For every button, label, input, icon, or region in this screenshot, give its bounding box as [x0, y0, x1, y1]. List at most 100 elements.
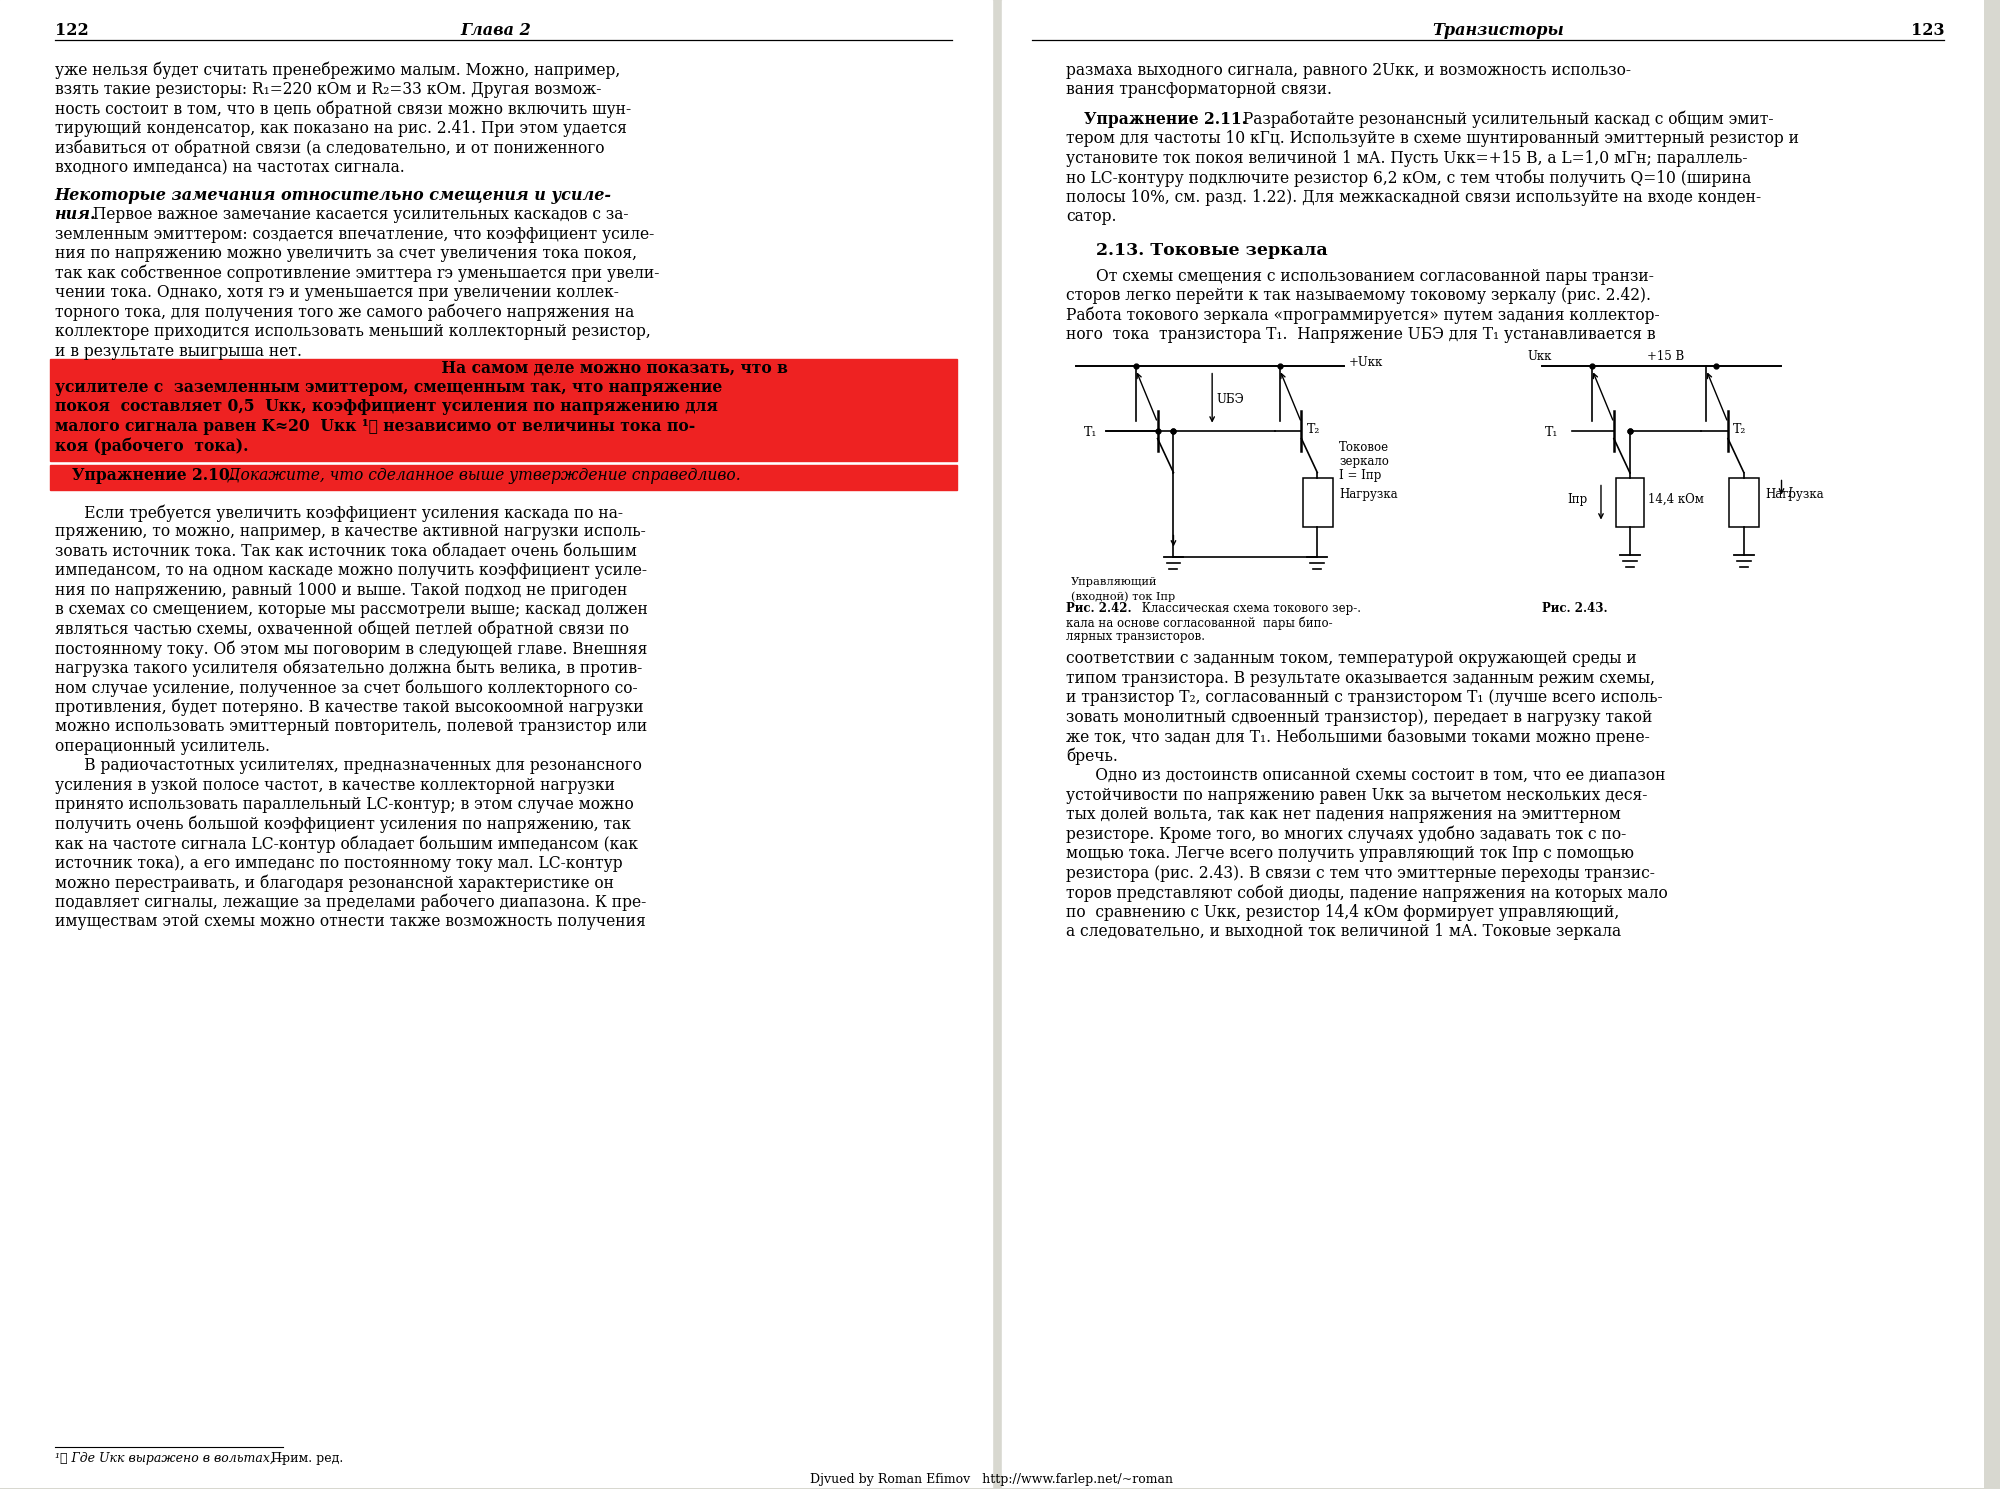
Text: постоянному току. Об этом мы поговорим в следующей главе. Внешняя: постоянному току. Об этом мы поговорим в… [54, 640, 646, 658]
Text: Упражнение 2.10.: Упражнение 2.10. [72, 466, 236, 484]
Text: являться частью схемы, охваченной общей петлей обратной связи по: являться частью схемы, охваченной общей … [54, 621, 628, 639]
Text: устойчивости по напряжению равен Uкк за вычетом нескольких деся-: устойчивости по напряжению равен Uкк за … [1066, 786, 1648, 804]
Text: можно перестраивать, и благодаря резонансной характеристике он: можно перестраивать, и благодаря резонан… [54, 874, 614, 892]
Text: торов представляют собой диоды, падение напряжения на которых мало: торов представляют собой диоды, падение … [1066, 884, 1668, 902]
Text: лярных транзисторов.: лярных транзисторов. [1066, 630, 1206, 643]
Text: 2.13. Токовые зеркала: 2.13. Токовые зеркала [1096, 241, 1328, 259]
Text: T₁: T₁ [1544, 426, 1558, 439]
Text: ном случае усиление, полученное за счет большого коллекторного со-: ном случае усиление, полученное за счет … [54, 679, 638, 697]
Text: Транзисторы: Транзисторы [1432, 22, 1564, 39]
Text: как на частоте сигнала LC-контур обладает большим импедансом (как: как на частоте сигнала LC-контур обладае… [54, 835, 638, 853]
Text: зеркало: зеркало [1340, 454, 1388, 468]
Text: торного тока, для получения того же самого рабочего напряжения на: торного тока, для получения того же само… [54, 304, 634, 322]
Text: коя (рабочего  тока).: коя (рабочего тока). [54, 438, 248, 454]
Text: Управляющий: Управляющий [1072, 578, 1158, 588]
Text: получить очень большой коэффициент усиления по напряжению, так: получить очень большой коэффициент усиле… [54, 816, 630, 834]
Text: бречь.: бречь. [1066, 747, 1118, 765]
Text: резисторе. Кроме того, во многих случаях удобно задавать ток с по-: резисторе. Кроме того, во многих случаях… [1066, 826, 1626, 843]
Text: земленным эмиттером: создается впечатление, что коэффициент усиле-: земленным эмиттером: создается впечатлен… [54, 226, 654, 243]
Text: и в результате выигрыша нет.: и в результате выигрыша нет. [54, 342, 302, 360]
Text: чении тока. Однако, хотя rэ и уменьшается при увеличении коллек-: чении тока. Однако, хотя rэ и уменьшаетс… [54, 284, 618, 301]
Text: Одно из достоинств описанной схемы состоит в том, что ее диапазон: Одно из достоинств описанной схемы состо… [1066, 767, 1666, 785]
Text: тером для частоты 10 кГц. Используйте в схеме шунтированный эмиттерный резистор : тером для частоты 10 кГц. Используйте в … [1066, 131, 1800, 147]
Text: усилителе с  заземленным эмиттером, смещенным так, что напряжение: усилителе с заземленным эмиттером, смеще… [54, 378, 722, 396]
Text: ¹⧣ Где Uкк выражено в вольтах,—: ¹⧣ Где Uкк выражено в вольтах,— [54, 1452, 290, 1465]
Text: избавиться от обратной связи (а следовательно, и от пониженного: избавиться от обратной связи (а следоват… [54, 140, 604, 158]
Text: уже нельзя будет считать пренебрежимо малым. Можно, например,: уже нельзя будет считать пренебрежимо ма… [54, 63, 620, 79]
Text: типом транзистора. В результате оказывается заданным режим схемы,: типом транзистора. В результате оказывае… [1066, 670, 1656, 686]
Text: тых долей вольта, так как нет падения напряжения на эмиттерном: тых долей вольта, так как нет падения на… [1066, 806, 1622, 823]
Text: ность состоит в том, что в цепь обратной связи можно включить шун-: ность состоит в том, что в цепь обратной… [54, 101, 630, 119]
Text: усиления в узкой полосе частот, в качестве коллекторной нагрузки: усиления в узкой полосе частот, в качест… [54, 777, 614, 794]
Text: сатор.: сатор. [1066, 208, 1116, 225]
Bar [1304, 478, 1334, 527]
Text: 14,4 кОм: 14,4 кОм [1648, 493, 1704, 506]
Bar [50, 465, 958, 490]
Text: же ток, что задан для T₁. Небольшими базовыми токами можно прене-: же ток, что задан для T₁. Небольшими баз… [1066, 728, 1650, 746]
Text: Рис. 2.42.: Рис. 2.42. [1066, 603, 1132, 615]
Text: мощью тока. Легче всего получить управляющий ток Iпр с помощью: мощью тока. Легче всего получить управля… [1066, 846, 1634, 862]
Text: по  сравнению с Uкк, резистор 14,4 кОм формирует управляющий,: по сравнению с Uкк, резистор 14,4 кОм фо… [1066, 904, 1620, 920]
Text: операционный усилитель.: операционный усилитель. [54, 737, 270, 755]
Text: противления, будет потеряно. В качестве такой высокоомной нагрузки: противления, будет потеряно. В качестве … [54, 698, 644, 716]
Text: Некоторые замечания относительно смещения и усиле-: Некоторые замечания относительно смещени… [54, 186, 612, 204]
Text: T₂: T₂ [1732, 423, 1746, 436]
Text: Токовое: Токовое [1340, 441, 1390, 454]
Text: UБЭ: UБЭ [1216, 393, 1244, 405]
Text: Первое важное замечание касается усилительных каскадов с за-: Первое важное замечание касается усилите… [88, 207, 628, 223]
Text: подавляет сигналы, лежащие за пределами рабочего диапазона. К пре-: подавляет сигналы, лежащие за пределами … [54, 893, 646, 911]
Text: установите ток покоя величиной 1 мА. Пусть Uкк=+15 В, а L=1,0 мГн; параллель-: установите ток покоя величиной 1 мА. Пус… [1066, 150, 1748, 167]
Text: 123: 123 [1910, 22, 1944, 39]
Text: T₁: T₁ [1084, 426, 1098, 439]
Text: вания трансформаторной связи.: вания трансформаторной связи. [1066, 82, 1332, 98]
Text: Если требуется увеличить коэффициент усиления каскада по на-: Если требуется увеличить коэффициент уси… [54, 503, 622, 521]
Text: ного  тока  транзистора T₁.  Напряжение UБЭ для T₁ устанавливается в: ного тока транзистора T₁. Напряжение UБЭ… [1066, 326, 1656, 342]
Text: Iпр: Iпр [1568, 493, 1588, 506]
Text: импедансом, то на одном каскаде можно получить коэффициент усиле-: импедансом, то на одном каскаде можно по… [54, 563, 646, 579]
Text: пряжению, то можно, например, в качестве активной нагрузки исполь-: пряжению, то можно, например, в качестве… [54, 524, 646, 541]
Text: а следовательно, и выходной ток величиной 1 мА. Токовые зеркала: а следовательно, и выходной ток величино… [1066, 923, 1622, 940]
Text: принято использовать параллельный LC-контур; в этом случае можно: принято использовать параллельный LC-кон… [54, 797, 634, 813]
Text: тирующий конденсатор, как показано на рис. 2.41. При этом удается: тирующий конденсатор, как показано на ри… [54, 121, 626, 137]
Text: На самом деле можно показать, что в: На самом деле можно показать, что в [436, 359, 788, 377]
Text: Разработайте резонансный усилительный каскад с общим эмит-: Разработайте резонансный усилительный ка… [1238, 110, 1774, 128]
Text: +Uкк: +Uкк [1350, 356, 1384, 369]
Text: Работа токового зеркала «программируется» путем задания коллектор-: Работа токового зеркала «программируется… [1066, 307, 1660, 325]
Text: так как собственное сопротивление эмиттера rэ уменьшается при увели-: так как собственное сопротивление эмитте… [54, 265, 658, 283]
Text: От схемы смещения с использованием согласованной пары транзи-: От схемы смещения с использованием согла… [1096, 268, 1654, 284]
Text: но LC-контуру подключите резистор 6,2 кОм, с тем чтобы получить Q=10 (ширина: но LC-контуру подключите резистор 6,2 кО… [1066, 170, 1752, 186]
Text: зовать монолитный сдвоенный транзистор), передает в нагрузку такой: зовать монолитный сдвоенный транзистор),… [1066, 709, 1652, 725]
Text: источник тока), а его импеданс по постоянному току мал. LC-контур: источник тока), а его импеданс по постоя… [54, 855, 622, 871]
Text: Uкк: Uкк [1528, 350, 1552, 363]
Text: ния по напряжению, равный 1000 и выше. Такой подход не пригоден: ния по напряжению, равный 1000 и выше. Т… [54, 582, 626, 599]
Bar [1616, 478, 1644, 527]
Text: и транзистор T₂, согласованный с транзистором T₁ (лучше всего исполь-: и транзистор T₂, согласованный с транзис… [1066, 689, 1662, 706]
Text: нагрузка такого усилителя обязательно должна быть велика, в против-: нагрузка такого усилителя обязательно до… [54, 660, 642, 677]
Text: Глава 2: Глава 2 [460, 22, 532, 39]
Text: в схемах со смещением, которые мы рассмотрели выше; каскад должен: в схемах со смещением, которые мы рассмо… [54, 602, 648, 618]
Text: I = Iпр: I = Iпр [1340, 469, 1382, 481]
Text: I: I [1788, 487, 1792, 499]
Text: Нагрузка: Нагрузка [1766, 487, 1824, 500]
Text: размаха выходного сигнала, равного 2Uкк, и возможность использо-: размаха выходного сигнала, равного 2Uкк,… [1066, 63, 1632, 79]
Text: Упражнение 2.11.: Упражнение 2.11. [1084, 110, 1248, 128]
Bar [1728, 478, 1758, 527]
Text: покоя  составляет 0,5  Uкк, коэффициент усиления по напряжению для: покоя составляет 0,5 Uкк, коэффициент ус… [54, 398, 718, 415]
Text: зовать источник тока. Так как источник тока обладает очень большим: зовать источник тока. Так как источник т… [54, 543, 636, 560]
Text: можно использовать эмиттерный повторитель, полевой транзистор или: можно использовать эмиттерный повторител… [54, 718, 646, 736]
Bar [50, 359, 958, 460]
Text: имуществам этой схемы можно отнести также возможность получения: имуществам этой схемы можно отнести такж… [54, 913, 646, 931]
Text: +15 В: +15 В [1646, 350, 1684, 363]
Text: полосы 10%, см. разд. 1.22). Для межкаскадной связи используйте на входе конден-: полосы 10%, см. разд. 1.22). Для межкаск… [1066, 189, 1762, 205]
Text: ния.: ния. [54, 207, 96, 223]
Text: T₂: T₂ [1306, 423, 1320, 436]
Bar [0, 0, 992, 1488]
Text: сторов легко перейти к так называемому токовому зеркалу (рис. 2.42).: сторов легко перейти к так называемому т… [1066, 287, 1652, 304]
Text: соответствии с заданным током, температурой окружающей среды и: соответствии с заданным током, температу… [1066, 651, 1638, 667]
Text: Классическая схема токового зер-.: Классическая схема токового зер-. [1138, 603, 1360, 615]
Text: Прим. ред.: Прим. ред. [270, 1452, 344, 1465]
Text: Докажите, что сделанное выше утверждение справедливо.: Докажите, что сделанное выше утверждение… [224, 466, 740, 484]
Text: кала на основе согласованной  пары бипо-: кала на основе согласованной пары бипо- [1066, 616, 1332, 630]
Text: взять такие резисторы: R₁=220 кОм и R₂=33 кОм. Другая возмож-: взять такие резисторы: R₁=220 кОм и R₂=3… [54, 82, 600, 98]
Text: Djvued by Roman Efimov   http://www.farlep.net/~roman: Djvued by Roman Efimov http://www.farlep… [810, 1473, 1174, 1486]
